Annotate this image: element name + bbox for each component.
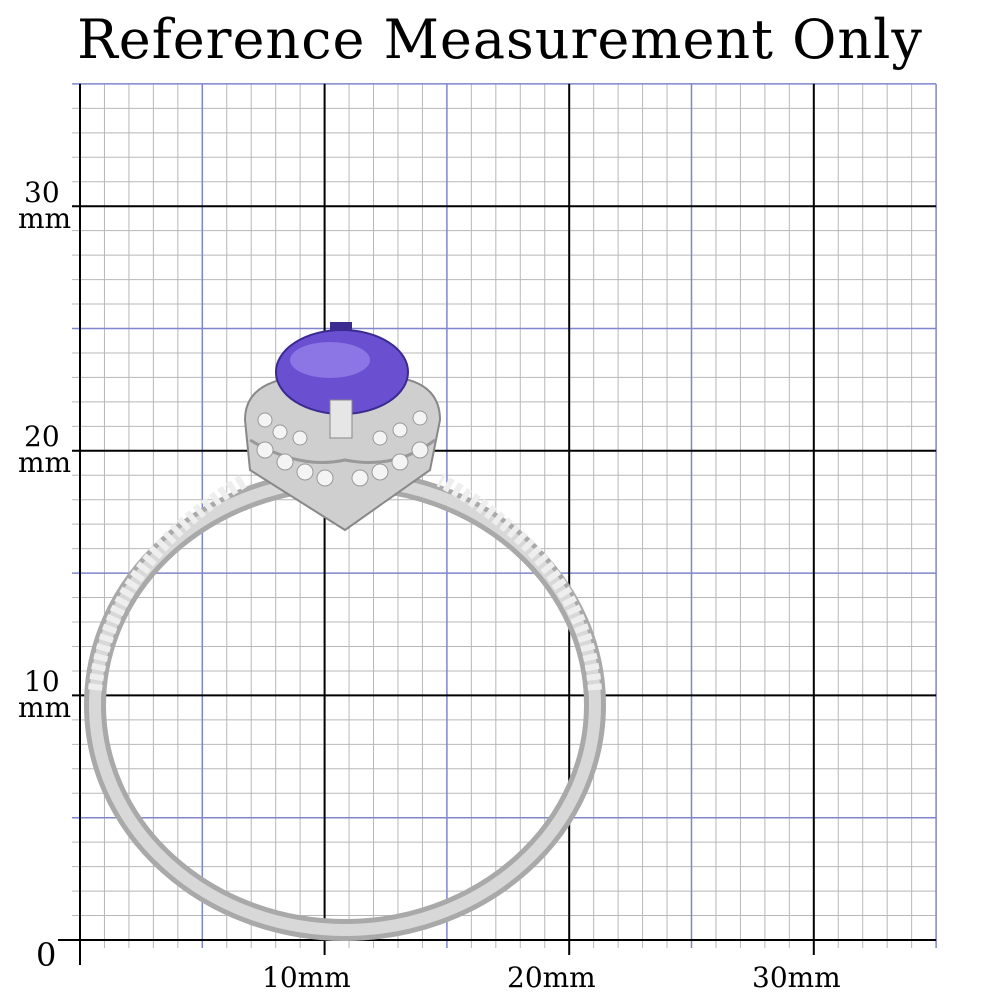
y-label-unit: mm	[18, 446, 72, 479]
origin-label: 0	[36, 936, 57, 974]
y-label-unit: mm	[18, 202, 72, 235]
y-label-30: 30 mm	[18, 176, 72, 235]
y-label-number: 20	[24, 420, 60, 453]
page-title: Reference Measurement Only	[77, 8, 923, 71]
ring-head	[243, 322, 442, 532]
x-label-20: 20mm	[507, 961, 596, 994]
y-label-10: 10 mm	[18, 665, 72, 724]
ring-band	[84, 469, 606, 941]
y-label-number: 30	[24, 176, 60, 209]
x-label-30: 30mm	[752, 961, 841, 994]
y-label-number: 10	[24, 665, 60, 698]
x-label-10: 10mm	[262, 961, 351, 994]
y-label-20: 20 mm	[18, 420, 72, 479]
y-label-unit: mm	[18, 691, 72, 724]
